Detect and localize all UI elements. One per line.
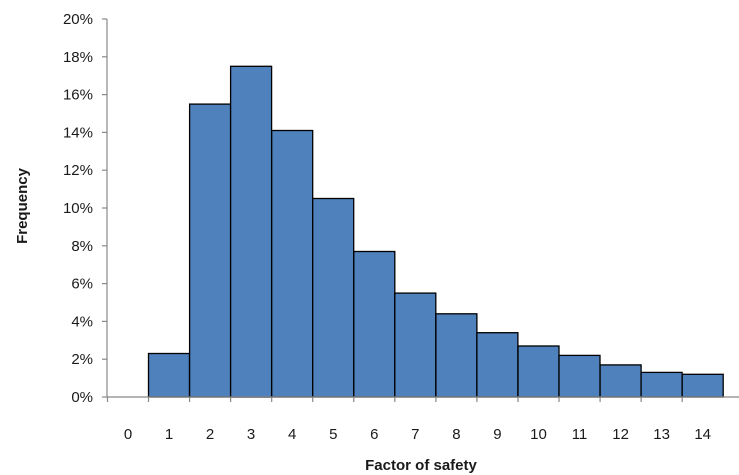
x-axis-title: Factor of safety <box>365 457 477 474</box>
bar-2 <box>188 103 232 398</box>
x-tick-label: 10 <box>530 426 547 443</box>
bar-14 <box>681 373 724 398</box>
y-tick-label: 10% <box>63 200 93 217</box>
x-tick-label: 12 <box>612 426 629 443</box>
y-tick-label: 8% <box>71 238 93 255</box>
y-tick-label: 6% <box>71 276 93 293</box>
bar-6 <box>353 250 396 398</box>
bar-8 <box>435 313 478 398</box>
x-tick-label: 14 <box>694 426 711 443</box>
x-tick-label: 4 <box>288 426 296 443</box>
y-tick-label: 12% <box>63 162 93 179</box>
x-tick-label: 6 <box>370 426 378 443</box>
y-tick-label: 16% <box>63 87 93 104</box>
x-tick-label: 8 <box>452 426 460 443</box>
bar-13 <box>640 371 683 398</box>
x-tick-label: 5 <box>329 426 337 443</box>
bar-group <box>147 65 724 398</box>
bar-4 <box>271 129 314 398</box>
bar-3 <box>229 65 273 398</box>
y-tick-label: 0% <box>71 389 93 406</box>
x-tick-label: 2 <box>206 426 214 443</box>
x-tick-label: 0 <box>124 426 132 443</box>
axes-group <box>102 18 739 402</box>
y-tick-label: 18% <box>63 49 93 66</box>
bar-7 <box>394 292 437 398</box>
x-tick-labels: 0 1 2 3 4 5 6 7 8 9 10 11 12 13 14 <box>124 426 711 443</box>
y-tick-label: 2% <box>71 351 93 368</box>
y-tick-label: 14% <box>63 124 93 141</box>
x-tick-label: 9 <box>493 426 501 443</box>
y-tick-label: 20% <box>63 11 93 28</box>
x-tick-label: 1 <box>165 426 173 443</box>
bar-11 <box>558 354 601 398</box>
bar-5 <box>312 197 355 398</box>
x-tick-label: 13 <box>653 426 670 443</box>
y-axis-title: Frequency <box>14 167 31 244</box>
bar-9 <box>476 332 519 398</box>
x-tick-label: 11 <box>572 426 588 443</box>
y-tick-labels: 0% 2% 4% 6% 8% 10% 12% 14% 16% 18% 20% <box>63 11 93 406</box>
y-tick-label: 4% <box>71 313 93 330</box>
bar-1 <box>147 352 191 398</box>
bar-12 <box>599 364 642 398</box>
x-tick-label: 3 <box>247 426 255 443</box>
bar-10 <box>517 345 560 398</box>
x-tick-label: 7 <box>411 426 419 443</box>
